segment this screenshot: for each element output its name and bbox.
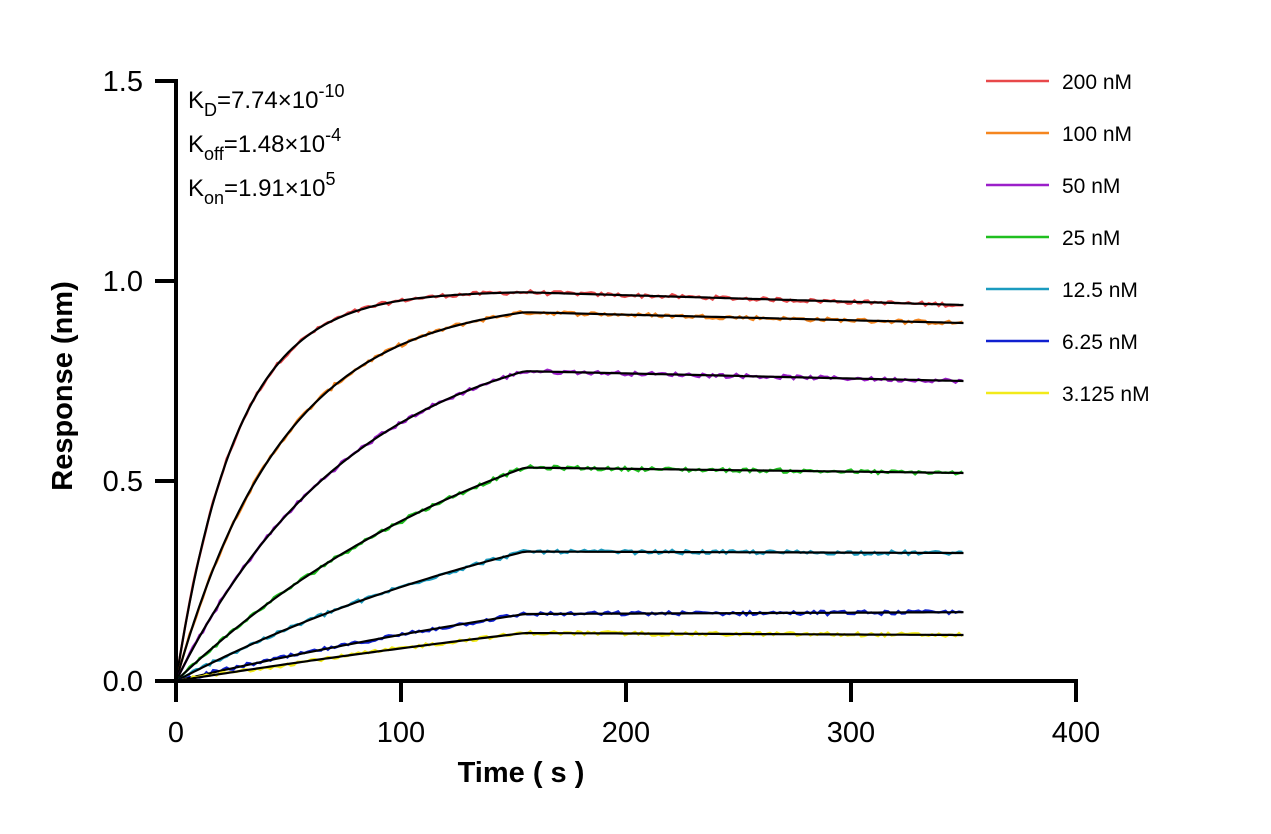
- legend-label: 3.125 nM: [1062, 383, 1150, 406]
- fit-line: [175, 370, 964, 682]
- fit-line: [175, 466, 964, 682]
- legend-item: 25 nM: [986, 227, 1120, 250]
- y-tick-label: 1.5: [103, 66, 143, 98]
- fit-line: [175, 611, 964, 683]
- fit-line: [174, 311, 964, 682]
- legend-label: 25 nM: [1062, 227, 1120, 250]
- series-3-125-nM: [175, 629, 964, 683]
- kinetic-constant-off: Koff=1.48×10-4: [188, 125, 341, 164]
- annotation-block: KD=7.74×10-10 Koff=1.48×10-4 Kon=1.91×105: [188, 81, 344, 208]
- y-axis-title: Response (nm): [47, 281, 79, 490]
- x-tick-label: 0: [168, 717, 184, 749]
- measured-line: [175, 609, 963, 683]
- legend-item: 3.125 nM: [986, 383, 1150, 406]
- legend-label: 12.5 nM: [1062, 279, 1138, 302]
- measured-line: [175, 464, 963, 682]
- legend-label: 50 nM: [1062, 175, 1120, 198]
- curves-layer: [174, 288, 964, 683]
- legend-item: 100 nM: [986, 123, 1132, 146]
- legend-item: 50 nM: [986, 175, 1120, 198]
- legend: 200 nM 100 nM 50 nM 25 nM 12.5 nM 6.25 nM 3.12…: [986, 71, 1150, 406]
- x-tick-label: 100: [377, 717, 425, 749]
- legend-label: 100 nM: [1062, 123, 1132, 146]
- y-tick-label: 0.0: [103, 666, 143, 698]
- x-tick-label: 300: [827, 717, 875, 749]
- series-6-25-nM: [175, 609, 964, 683]
- series-200-nM: [174, 288, 964, 682]
- legend-item: 6.25 nM: [986, 331, 1138, 354]
- measured-line: [175, 548, 963, 683]
- fit-line: [175, 550, 964, 682]
- x-axis-title: Time ( s ): [458, 757, 585, 789]
- legend-label: 6.25 nM: [1062, 331, 1138, 354]
- y-tick-label: 1.0: [103, 266, 143, 298]
- y-tick-label: 0.5: [103, 466, 143, 498]
- legend-item: 12.5 nM: [986, 279, 1138, 302]
- legend-label: 200 nM: [1062, 71, 1132, 94]
- series-12-5-nM: [175, 548, 964, 683]
- fit-line: [174, 291, 964, 682]
- kinetic-constant-on: Kon=1.91×105: [188, 169, 336, 208]
- x-tick-label: 400: [1052, 717, 1100, 749]
- kinetic-constant-D: KD=7.74×10-10: [188, 81, 344, 120]
- x-tick-label: 200: [602, 717, 650, 749]
- axes-layer: 0 100 200 300 400 0.0 0.5 1.0 1.5 Time ( s ) Respo…: [47, 66, 1100, 789]
- series-100-nM: [174, 310, 964, 682]
- legend-item: 200 nM: [986, 71, 1132, 94]
- series-25-nM: [175, 464, 964, 682]
- fit-line: [175, 631, 964, 683]
- measured-line: [174, 288, 963, 682]
- series-50-nM: [174, 368, 964, 682]
